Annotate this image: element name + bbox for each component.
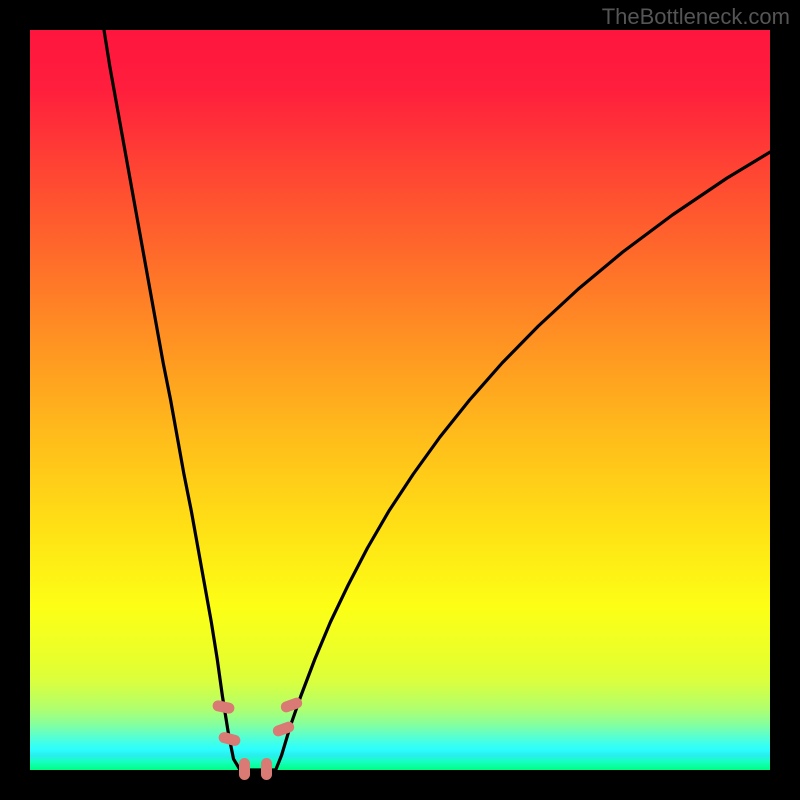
bottleneck-curve [104, 30, 770, 770]
data-marker [261, 758, 272, 780]
curve-layer [30, 30, 770, 770]
watermark: TheBottleneck.com [602, 4, 790, 30]
data-marker [239, 758, 250, 780]
plot-area [30, 30, 770, 770]
